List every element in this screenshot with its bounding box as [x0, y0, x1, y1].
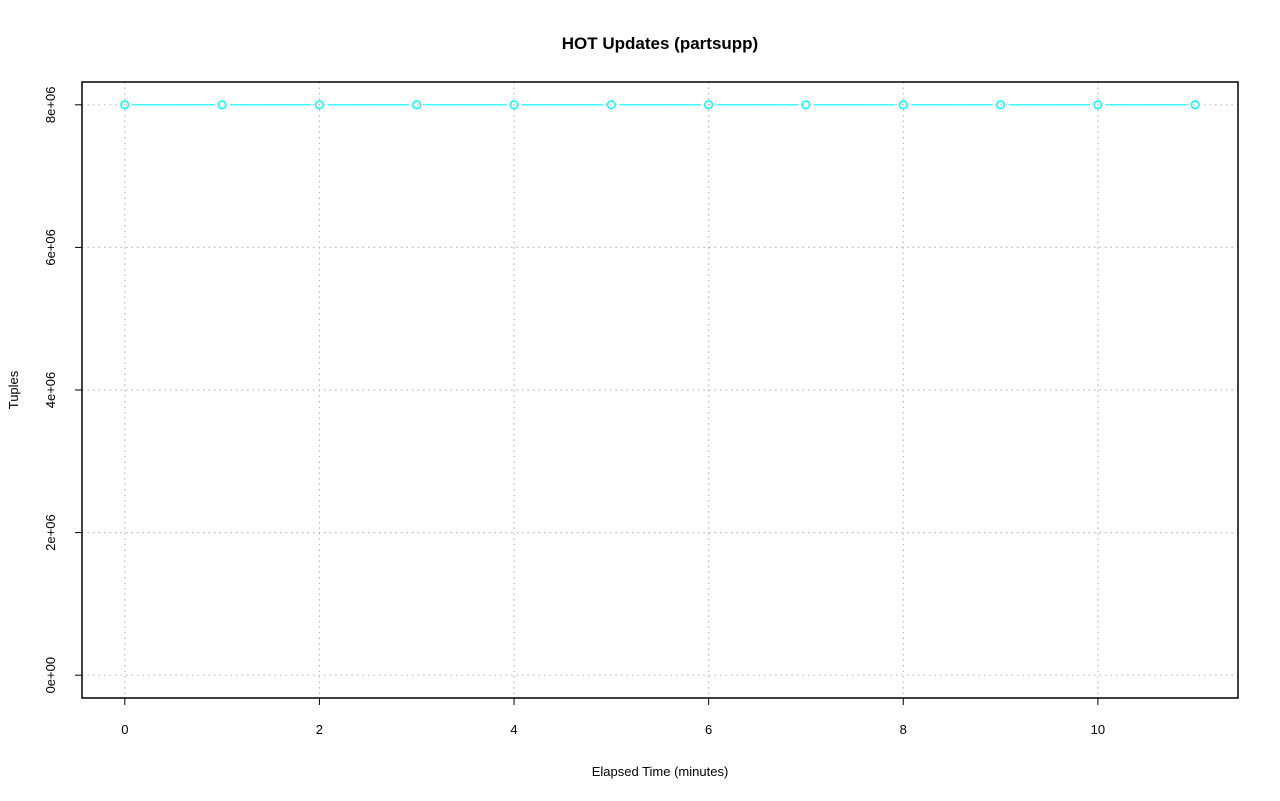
data-point [1190, 100, 1200, 110]
y-tick-label: 8e+06 [43, 87, 58, 124]
series [120, 100, 1200, 110]
x-tick-label: 4 [510, 722, 517, 737]
data-point [704, 100, 714, 110]
x-tick-label: 10 [1091, 722, 1105, 737]
x-tick-label: 2 [316, 722, 323, 737]
data-point [314, 100, 324, 110]
data-point [509, 100, 519, 110]
y-tick-label: 0e+00 [43, 657, 58, 694]
y-tick-label: 6e+06 [43, 229, 58, 266]
data-point [996, 100, 1006, 110]
y-tick-label: 4e+06 [43, 372, 58, 409]
data-point [120, 100, 130, 110]
x-axis: 0 2 4 6 8 10 [121, 697, 1105, 737]
y-axis: 0e+00 2e+06 4e+06 6e+06 8e+06 [43, 87, 83, 694]
data-point [606, 100, 616, 110]
data-point [898, 100, 908, 110]
grid [82, 82, 1238, 698]
data-point [801, 100, 811, 110]
x-tick-label: 8 [900, 722, 907, 737]
data-point [217, 100, 227, 110]
x-tick-label: 6 [705, 722, 712, 737]
chart-title: HOT Updates (partsupp) [562, 34, 758, 53]
x-tick-label: 0 [121, 722, 128, 737]
y-axis-label: Tuples [6, 370, 21, 409]
x-axis-label: Elapsed Time (minutes) [592, 764, 729, 779]
y-tick-label: 2e+06 [43, 514, 58, 551]
data-point [412, 100, 422, 110]
data-point [1093, 100, 1103, 110]
